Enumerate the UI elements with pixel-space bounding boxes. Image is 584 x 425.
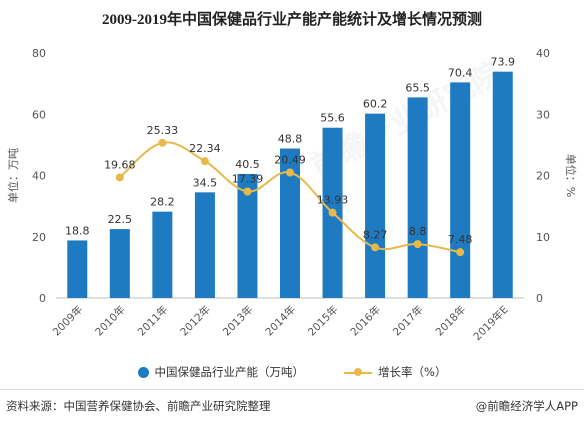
bar-value-label: 60.2 (363, 98, 388, 111)
bar-value-label: 28.2 (150, 196, 175, 209)
y-right-tick-label: 0 (536, 292, 543, 305)
bar (407, 97, 428, 298)
legend: 中国保健品行业产能（万吨） 增长率（%） (0, 364, 584, 380)
growth-rate-point (413, 240, 422, 249)
legend-bar-marker (137, 366, 149, 378)
bar-value-label: 22.5 (108, 213, 133, 226)
bar (492, 71, 513, 299)
growth-rate-point (243, 187, 252, 196)
growth-rate-point (328, 208, 337, 217)
x-tick-label: 2018年 (433, 303, 469, 339)
growth-rate-point (456, 248, 465, 257)
bar (152, 211, 173, 298)
y-left-tick-label: 20 (32, 231, 46, 244)
growth-rate-label: 17.39 (232, 172, 264, 185)
growth-rate-label: 7.48 (448, 233, 473, 246)
growth-rate-label: 22.34 (189, 142, 221, 155)
legend-item-line: 增长率（%） (344, 364, 446, 380)
y-left-tick-label: 60 (32, 108, 46, 121)
chart-title: 2009-2019年中国保健品行业产能产能统计及增长情况预测 (102, 12, 482, 28)
bar-value-label: 55.6 (320, 112, 345, 125)
growth-rate-label: 25.33 (147, 124, 179, 137)
x-tick-label: 2016年 (348, 303, 384, 339)
growth-rate-label: 19.68 (104, 158, 136, 171)
bar (280, 148, 300, 298)
bar (237, 173, 258, 298)
growth-rate-point (115, 173, 124, 182)
bar-value-label: 70.4 (448, 66, 473, 79)
growth-rate-label: 8.27 (363, 228, 388, 241)
y-right-tick-label: 20 (536, 170, 550, 183)
bar (67, 240, 88, 298)
bar-value-label: 73.9 (490, 56, 515, 69)
bar (194, 192, 215, 298)
y-right-tick-label: 30 (536, 108, 550, 121)
source-note: 资料来源：中国营养保健协会、前瞻产业研究院整理 (6, 399, 271, 413)
bar-value-label: 40.5 (235, 158, 260, 171)
bar-value-label: 34.5 (193, 176, 218, 189)
x-tick-label: 2011年 (135, 303, 171, 339)
growth-rate-label: 20.49 (274, 153, 306, 166)
y-right-tick-label: 40 (536, 47, 550, 60)
x-tick-label: 2013年 (220, 303, 256, 339)
x-tick-label: 2014年 (263, 303, 299, 339)
y-right-tick-label: 10 (536, 231, 550, 244)
x-tick-label: 2010年 (92, 303, 128, 339)
y-left-axis-label: 单位：万吨 (6, 148, 20, 203)
bar (450, 82, 471, 299)
x-tick-label: 2017年 (390, 303, 426, 339)
x-tick-label: 2009年 (50, 303, 86, 339)
bar-value-label: 18.8 (65, 224, 90, 237)
y-left-tick-label: 40 (32, 170, 46, 183)
legend-line-label: 增长率（%） (378, 365, 447, 379)
x-tick-label: 2019年E (471, 303, 511, 343)
growth-rate-point (158, 138, 167, 147)
y-left-tick-label: 0 (39, 292, 46, 305)
footer: 资料来源：中国营养保健协会、前瞻产业研究院整理 @前瞻经济学人APP (0, 389, 584, 413)
growth-rate-point (371, 243, 380, 252)
growth-rate-point (200, 157, 209, 166)
chart-canvas: 0 20 40 60 80 0 10 20 30 40 单位：万吨 单位：% 18.8 22.5 28.2 3… (6, 47, 578, 343)
x-tick-label: 2015年 (305, 303, 341, 339)
growth-rate-label: 13.93 (317, 194, 349, 207)
x-tick-label: 2012年 (178, 303, 214, 339)
legend-bar-label: 中国保健品行业产能（万吨） (154, 365, 305, 379)
growth-rate-label: 8.8 (409, 225, 427, 238)
y-left-tick-label: 80 (32, 47, 46, 60)
bar (365, 113, 386, 298)
legend-item-bar: 中国保健品行业产能（万吨） (137, 364, 305, 380)
y-right-axis-label: 单位：% (564, 154, 578, 197)
brand-credit: @前瞻经济学人APP (475, 399, 578, 413)
bar (109, 229, 130, 298)
growth-rate-point (286, 168, 294, 177)
bar-value-label: 65.5 (405, 81, 430, 94)
bar-value-label: 48.8 (278, 133, 303, 146)
legend-line-marker (344, 367, 373, 378)
